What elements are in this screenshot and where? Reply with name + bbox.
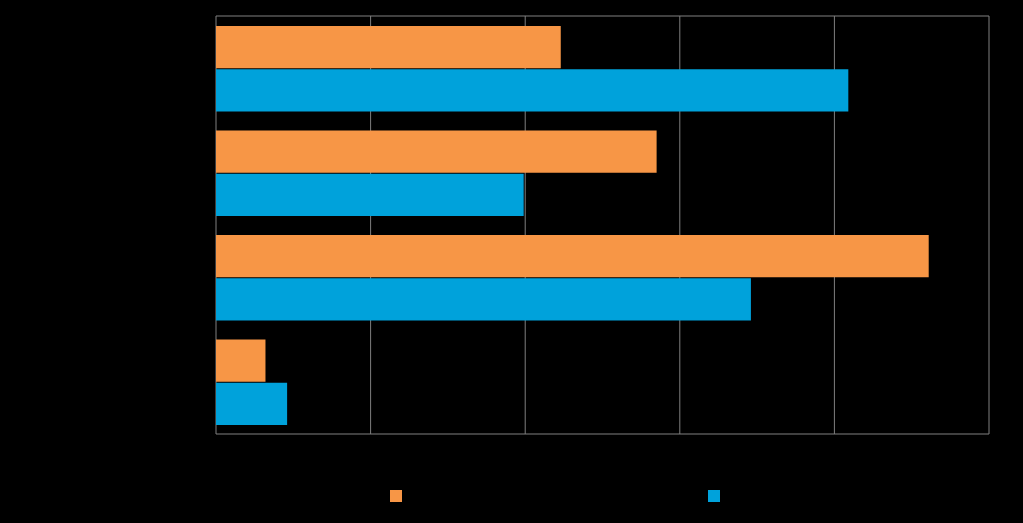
legend-key bbox=[390, 490, 402, 502]
bar bbox=[216, 382, 288, 425]
bar bbox=[216, 278, 751, 321]
bar bbox=[216, 130, 657, 173]
bar bbox=[216, 26, 561, 69]
bar bbox=[216, 339, 266, 382]
bar bbox=[216, 69, 849, 112]
bar bbox=[216, 235, 929, 278]
bar bbox=[216, 173, 524, 216]
legend-key bbox=[708, 490, 720, 502]
